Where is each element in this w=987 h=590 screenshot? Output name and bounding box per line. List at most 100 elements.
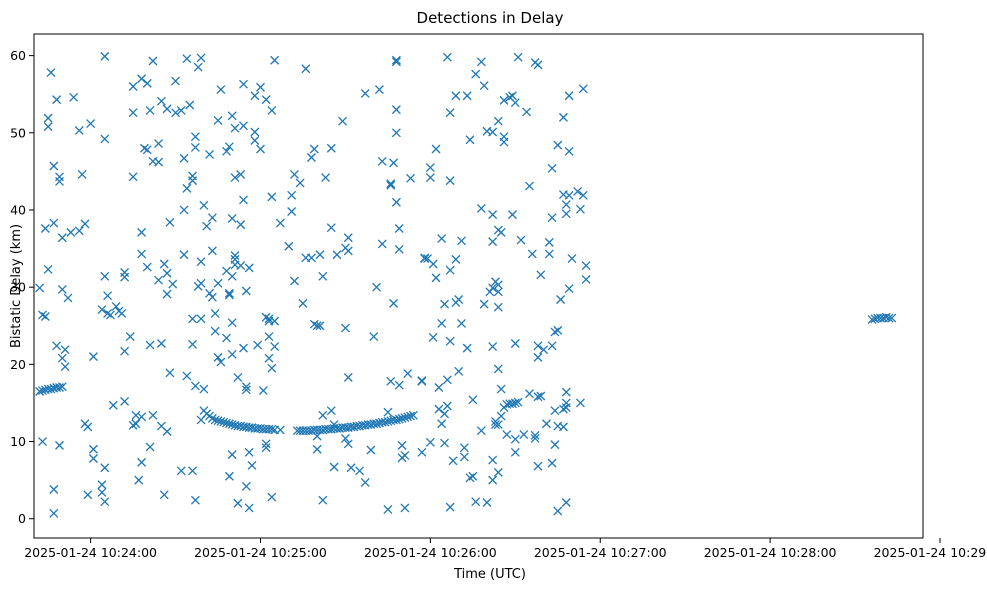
data-point — [491, 420, 500, 430]
data-point — [440, 409, 449, 419]
data-point — [448, 456, 458, 466]
data-point — [451, 254, 461, 264]
data-point — [445, 502, 455, 512]
data-point — [287, 207, 297, 216]
data-point — [287, 190, 297, 200]
data-point — [425, 437, 435, 447]
data-point — [145, 340, 155, 350]
data-point — [516, 235, 526, 245]
data-point — [496, 411, 506, 421]
data-point — [196, 314, 206, 324]
data-point — [250, 136, 260, 145]
data-point — [558, 112, 568, 122]
data-point — [318, 410, 328, 420]
data-point — [227, 349, 237, 359]
data-point — [867, 315, 877, 325]
data-point — [372, 419, 382, 429]
data-point — [561, 200, 571, 210]
data-point — [219, 417, 229, 427]
data-point — [476, 203, 486, 213]
data-point — [145, 105, 155, 115]
data-point — [97, 488, 107, 497]
data-point — [493, 280, 503, 290]
data-point — [298, 298, 308, 308]
data-point — [213, 416, 223, 426]
data-point — [222, 146, 231, 156]
data-point — [103, 291, 113, 301]
data-point — [128, 420, 138, 430]
data-point — [199, 200, 209, 210]
data-point — [360, 477, 370, 487]
data-point — [250, 127, 260, 137]
data-point — [202, 221, 212, 231]
y-tick-label: 10 — [10, 434, 26, 449]
data-point — [561, 403, 571, 413]
data-point — [488, 475, 498, 485]
data-point — [301, 64, 311, 74]
data-point — [261, 312, 271, 322]
data-point — [247, 460, 257, 470]
data-point — [468, 471, 478, 481]
data-point — [479, 299, 489, 309]
data-point — [227, 214, 237, 223]
data-point — [440, 299, 449, 309]
data-point — [83, 422, 93, 432]
data-point — [131, 419, 141, 429]
data-point — [499, 403, 509, 413]
data-point — [499, 95, 509, 105]
data-point — [508, 399, 517, 409]
data-point — [196, 278, 206, 288]
data-point — [244, 263, 254, 273]
data-point — [573, 186, 583, 196]
data-point — [46, 384, 56, 394]
data-point — [338, 116, 348, 126]
data-point — [120, 268, 130, 277]
data-point — [312, 321, 322, 331]
data-point — [343, 439, 353, 449]
data-point — [40, 224, 50, 233]
data-point — [558, 422, 568, 432]
data-point — [261, 439, 271, 449]
data-point — [230, 123, 240, 133]
data-point — [35, 386, 45, 396]
data-point — [533, 461, 543, 471]
data-point — [86, 119, 96, 128]
data-point — [128, 172, 138, 182]
data-point — [103, 308, 113, 318]
data-point — [264, 314, 274, 324]
data-point — [437, 419, 447, 429]
data-point — [329, 462, 339, 472]
data-point — [465, 473, 475, 483]
data-point — [457, 318, 466, 328]
data-point — [83, 490, 93, 500]
data-point — [417, 376, 427, 386]
data-point — [97, 305, 107, 315]
data-point — [575, 204, 585, 214]
data-point — [887, 313, 897, 323]
data-point — [179, 250, 189, 260]
data-point — [267, 192, 277, 202]
data-point — [97, 480, 107, 490]
data-point — [270, 55, 280, 65]
data-point — [241, 481, 251, 491]
data-point — [241, 385, 251, 395]
data-point — [425, 163, 435, 172]
data-point — [533, 352, 543, 362]
data-point — [55, 383, 64, 392]
data-point — [284, 241, 294, 251]
data-point — [43, 264, 53, 274]
data-point — [547, 341, 557, 351]
data-point — [383, 416, 393, 426]
data-point — [49, 218, 59, 228]
data-point — [567, 254, 577, 264]
data-point — [137, 412, 147, 422]
data-point — [239, 195, 248, 205]
data-point — [188, 466, 198, 476]
data-point — [188, 314, 198, 324]
data-point — [128, 108, 138, 118]
data-point — [244, 503, 254, 513]
data-point — [510, 447, 520, 457]
data-point — [100, 51, 110, 61]
data-point — [400, 503, 410, 513]
data-point — [190, 381, 200, 391]
